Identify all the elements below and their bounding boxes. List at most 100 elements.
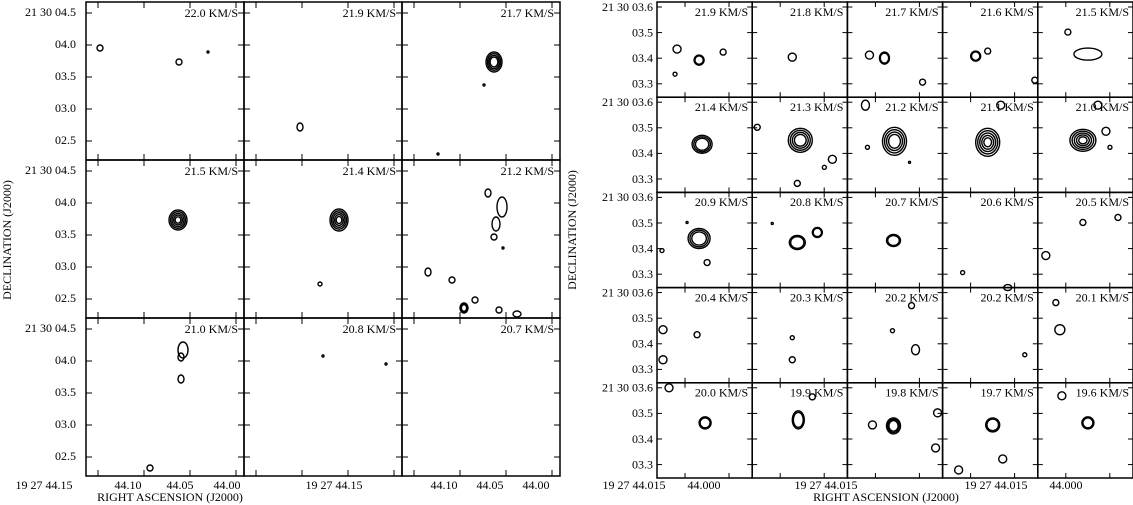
x-tick-label: 44.10 [115, 478, 142, 492]
panel-frame [243, 159, 403, 319]
panel-label: 19.7 KM/S [980, 386, 1033, 400]
contour [693, 136, 712, 153]
y-axis-label: DECLINATION (J2000) [0, 180, 14, 300]
panel-label: 21.0 KM/S [1076, 100, 1129, 114]
panel-label: 20.9 KM/S [695, 195, 748, 209]
contour [770, 221, 774, 226]
contour [175, 58, 183, 66]
y-tick-label: 21 30 03.6 [602, 95, 653, 109]
panel-frame [243, 317, 403, 477]
y-tick-label: 03.3 [632, 77, 653, 91]
y-tick-label: 04.0 [55, 353, 76, 367]
panel-label: 21.9 KM/S [695, 5, 748, 19]
contour [333, 213, 345, 227]
panel-label: 21.7 KM/S [885, 5, 938, 19]
contour [885, 233, 902, 248]
contour [664, 383, 674, 393]
y-tick-label: 03.5 [55, 227, 76, 241]
contour [329, 208, 349, 232]
panel-label: 21.6 KM/S [980, 5, 1033, 19]
contour [703, 258, 711, 267]
y-tick-label: 03.0 [55, 259, 76, 273]
contour [793, 133, 807, 147]
contour [910, 344, 921, 356]
contour [1107, 144, 1113, 151]
contour [974, 127, 1001, 157]
y-tick-label: 03.3 [632, 457, 653, 471]
contour [174, 216, 182, 224]
y-tick-label: 03.4 [632, 241, 653, 255]
panel-label: 21.4 KM/S [343, 164, 396, 178]
panel-label: 20.8 KM/S [790, 195, 843, 209]
y-tick-label: 03.5 [632, 311, 653, 325]
panel-label: 21.8 KM/S [790, 5, 843, 19]
contour [691, 231, 708, 246]
panel-label: 20.7 KM/S [501, 322, 554, 336]
x-tick-label: 19 27 44.015 [603, 478, 666, 492]
y-tick-label: 03.5 [55, 385, 76, 399]
panel-label: 19.9 KM/S [790, 386, 843, 400]
contour [694, 137, 710, 151]
y-tick-label: 02.5 [55, 133, 76, 147]
contour [482, 83, 486, 87]
contour [424, 267, 432, 277]
contour [448, 276, 456, 284]
contour [888, 419, 899, 432]
contour [860, 99, 871, 111]
contour [983, 137, 993, 148]
x-tick-label: 44.000 [688, 478, 721, 492]
contour [787, 52, 797, 62]
contour [96, 44, 104, 52]
contour [172, 214, 184, 226]
contour [1114, 213, 1122, 222]
contour [1031, 76, 1039, 84]
contour [979, 132, 997, 153]
contour [719, 48, 727, 56]
contour [460, 304, 468, 313]
panel-label: 21.5 KM/S [185, 164, 238, 178]
panel-frame [1037, 382, 1133, 479]
y-tick-label: 03.3 [632, 362, 653, 376]
y-tick-label: 02.5 [55, 449, 76, 463]
x-tick-label: 19 27 44.15 [16, 478, 73, 492]
y-tick-label: 03.5 [632, 216, 653, 230]
y-tick-label: 21 30 04.5 [25, 163, 76, 177]
contour [169, 210, 187, 229]
y-tick-label: 03.4 [632, 51, 653, 65]
contour [1064, 28, 1072, 36]
contour [970, 51, 981, 61]
y-tick-label: 03.4 [632, 432, 653, 446]
panel-label: 21.2 KM/S [501, 164, 554, 178]
y-tick-label: 03.3 [632, 172, 653, 186]
y-tick-label: 21 30 03.6 [602, 190, 653, 204]
y-tick-label: 02.5 [55, 291, 76, 305]
x-tick-label: 44.05 [477, 478, 504, 492]
y-tick-label: 03.5 [632, 121, 653, 135]
contour [1101, 126, 1111, 136]
x-tick-label: 19 27 44.15 [306, 478, 363, 492]
contour [384, 362, 388, 366]
panel-label: 20.2 KM/S [980, 290, 1033, 304]
panel-label: 20.5 KM/S [1076, 195, 1129, 209]
panel-label: 21.9 KM/S [343, 6, 396, 20]
contour [658, 355, 668, 365]
contour [864, 50, 875, 60]
contour [889, 327, 896, 334]
contour [1079, 218, 1087, 227]
contour [953, 465, 964, 475]
contour [812, 227, 823, 238]
contour [330, 210, 348, 230]
contour [335, 215, 343, 225]
x-axis-label: RIGHT ASCENSION (J2000) [97, 490, 243, 504]
contour [1075, 134, 1090, 147]
contour [788, 356, 796, 364]
y-tick-label: 21 30 04.5 [25, 5, 76, 19]
contour [436, 152, 440, 156]
contour [827, 154, 838, 165]
contour [753, 123, 761, 131]
contour [983, 47, 992, 55]
contour [791, 410, 805, 430]
panel-label: 19.8 KM/S [885, 386, 938, 400]
contour [321, 354, 325, 358]
contour [1078, 136, 1088, 145]
